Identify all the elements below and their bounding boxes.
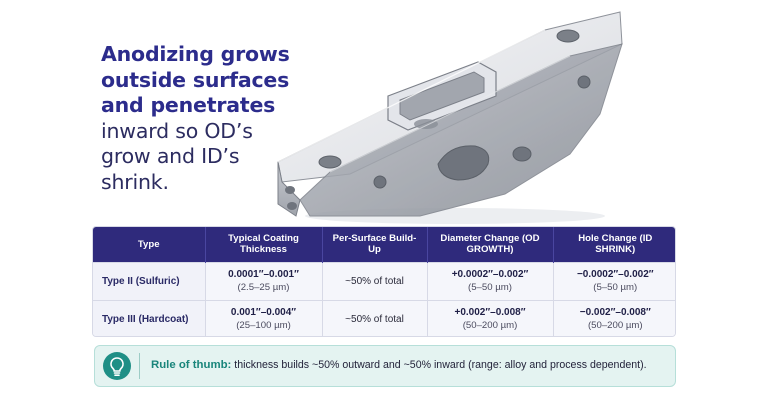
table-row: Type II (Sulfuric) 0.0001″–0.001″ (2.5–2…: [93, 261, 675, 300]
buildup-value: ~50% of total: [345, 313, 404, 325]
diameter-inches: +0.002″–0.008″: [454, 307, 526, 319]
headline-line-4: inward so OD’s: [101, 118, 253, 143]
lightbulb-icon: [103, 352, 131, 380]
cell-thickness: 0.0001″–0.001″ (2.5–25 µm): [205, 261, 323, 300]
cell-hole: −0.0002″–0.002″ (5–50 µm): [553, 261, 675, 300]
cell-thickness: 0.001″–0.004″ (25–100 µm): [205, 299, 323, 336]
thickness-microns: (25–100 µm): [236, 320, 291, 332]
headline-line-2: outside surfaces: [101, 67, 290, 92]
row-type: Type III (Hardcoat): [93, 299, 206, 336]
table-row: Type III (Hardcoat) 0.001″–0.004″ (25–10…: [93, 299, 675, 336]
hole-inches: −0.0002″–0.002″: [576, 269, 654, 280]
cell-diameter: +0.0002″–0.002″ (5–50 µm): [427, 261, 554, 300]
headline-line-6: shrink.: [101, 169, 169, 194]
headline-line-5: grow and ID’s: [101, 144, 240, 169]
rule-of-thumb-callout: Rule of thumb: thickness builds ~50% out…: [94, 345, 676, 387]
thickness-inches: 0.0001″–0.001″: [228, 269, 299, 280]
thickness-microns: (2.5–25 µm): [237, 282, 290, 293]
cell-buildup: ~50% of total: [322, 299, 428, 336]
diameter-microns: (5–50 µm): [468, 282, 512, 293]
cell-hole: −0.002″–0.008″ (50–200 µm): [553, 299, 675, 336]
row-type: Type II (Sulfuric): [93, 261, 206, 300]
hole-microns: (5–50 µm): [593, 282, 638, 293]
diameter-inches: +0.0002″–0.002″: [451, 269, 529, 280]
diameter-microns: (50–200 µm): [462, 320, 518, 332]
table-header-row: Type Typical Coating Thickness Per-Surfa…: [93, 227, 675, 262]
header-thickness: Typical Coating Thickness: [205, 227, 323, 262]
rule-of-thumb-body: thickness builds ~50% outward and ~50% i…: [231, 359, 647, 371]
headline: Anodizing grows outside surfaces and pen…: [101, 42, 301, 196]
hole-inches: −0.002″–0.008″: [579, 307, 651, 319]
callout-divider: [139, 353, 140, 379]
anodizing-dimension-table: Type Typical Coating Thickness Per-Surfa…: [92, 226, 676, 337]
header-buildup: Per-Surface Build-Up: [322, 227, 428, 262]
headline-line-3: and penetrates: [101, 93, 276, 118]
cell-buildup: ~50% of total: [322, 261, 428, 300]
cell-diameter: +0.002″–0.008″ (50–200 µm): [427, 299, 554, 336]
header-type: Type: [93, 227, 206, 262]
rule-of-thumb-text: Rule of thumb: thickness builds ~50% out…: [151, 359, 647, 371]
anodized-bracket-illustration: [277, 11, 623, 224]
headline-line-1: Anodizing grows: [101, 42, 290, 66]
rule-of-thumb-title: Rule of thumb:: [151, 359, 232, 371]
thickness-inches: 0.001″–0.004″: [230, 307, 297, 319]
hole-microns: (50–200 µm): [587, 320, 643, 332]
header-hole: Hole Change (ID SHRINK): [553, 227, 675, 262]
header-diameter: Diameter Change (OD GROWTH): [427, 227, 554, 262]
buildup-value: ~50% of total: [345, 275, 404, 287]
